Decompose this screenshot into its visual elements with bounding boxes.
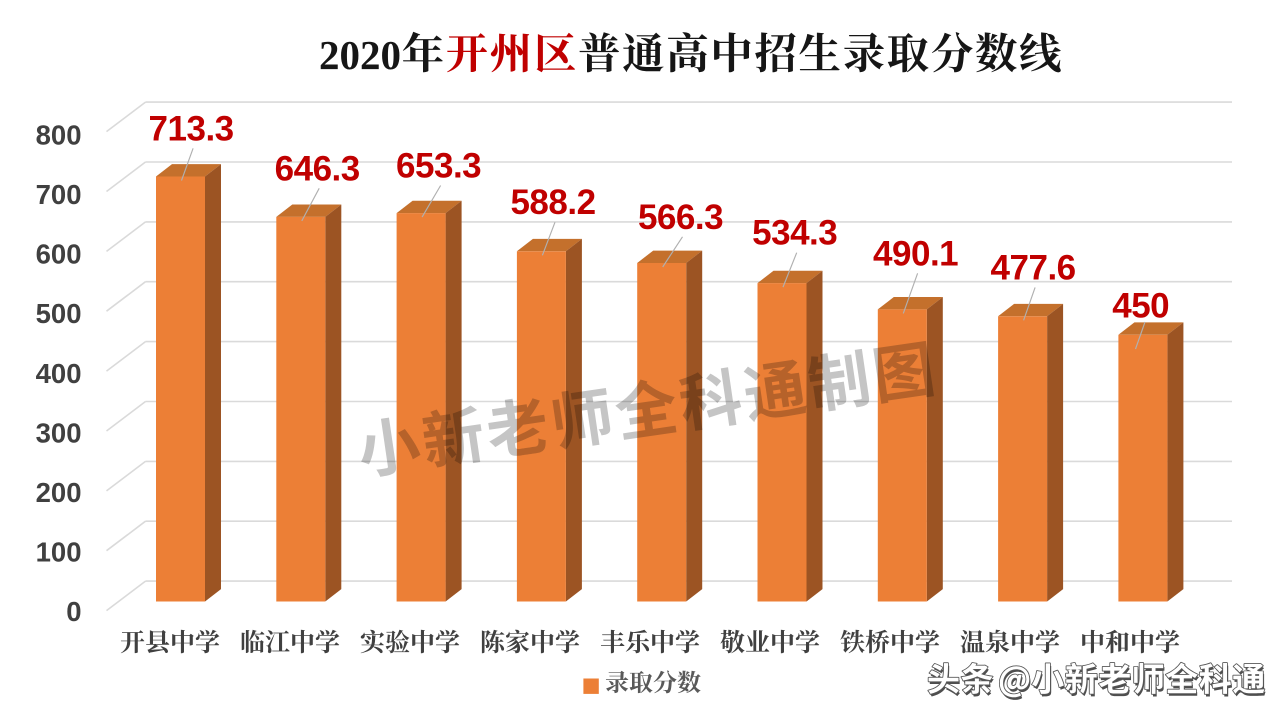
svg-text:588.2: 588.2 (510, 183, 595, 222)
svg-text:653.3: 653.3 (396, 147, 481, 186)
svg-text:2020: 2020 (319, 32, 401, 78)
svg-text:477.6: 477.6 (991, 248, 1076, 287)
svg-text:646.3: 646.3 (275, 149, 360, 188)
svg-text:800: 800 (36, 120, 82, 151)
svg-text:400: 400 (36, 358, 82, 389)
svg-text:490.1: 490.1 (873, 234, 958, 273)
svg-text:450: 450 (1112, 287, 1169, 326)
svg-text:713.3: 713.3 (149, 109, 234, 148)
svg-text:300: 300 (36, 417, 82, 448)
svg-text:600: 600 (36, 239, 82, 270)
svg-text:534.3: 534.3 (752, 214, 837, 253)
svg-text:700: 700 (36, 179, 82, 210)
svg-text:566.3: 566.3 (638, 198, 723, 237)
svg-text:0: 0 (66, 596, 81, 627)
svg-text:100: 100 (36, 537, 82, 568)
svg-text:500: 500 (36, 298, 82, 329)
svg-text:200: 200 (36, 477, 82, 508)
